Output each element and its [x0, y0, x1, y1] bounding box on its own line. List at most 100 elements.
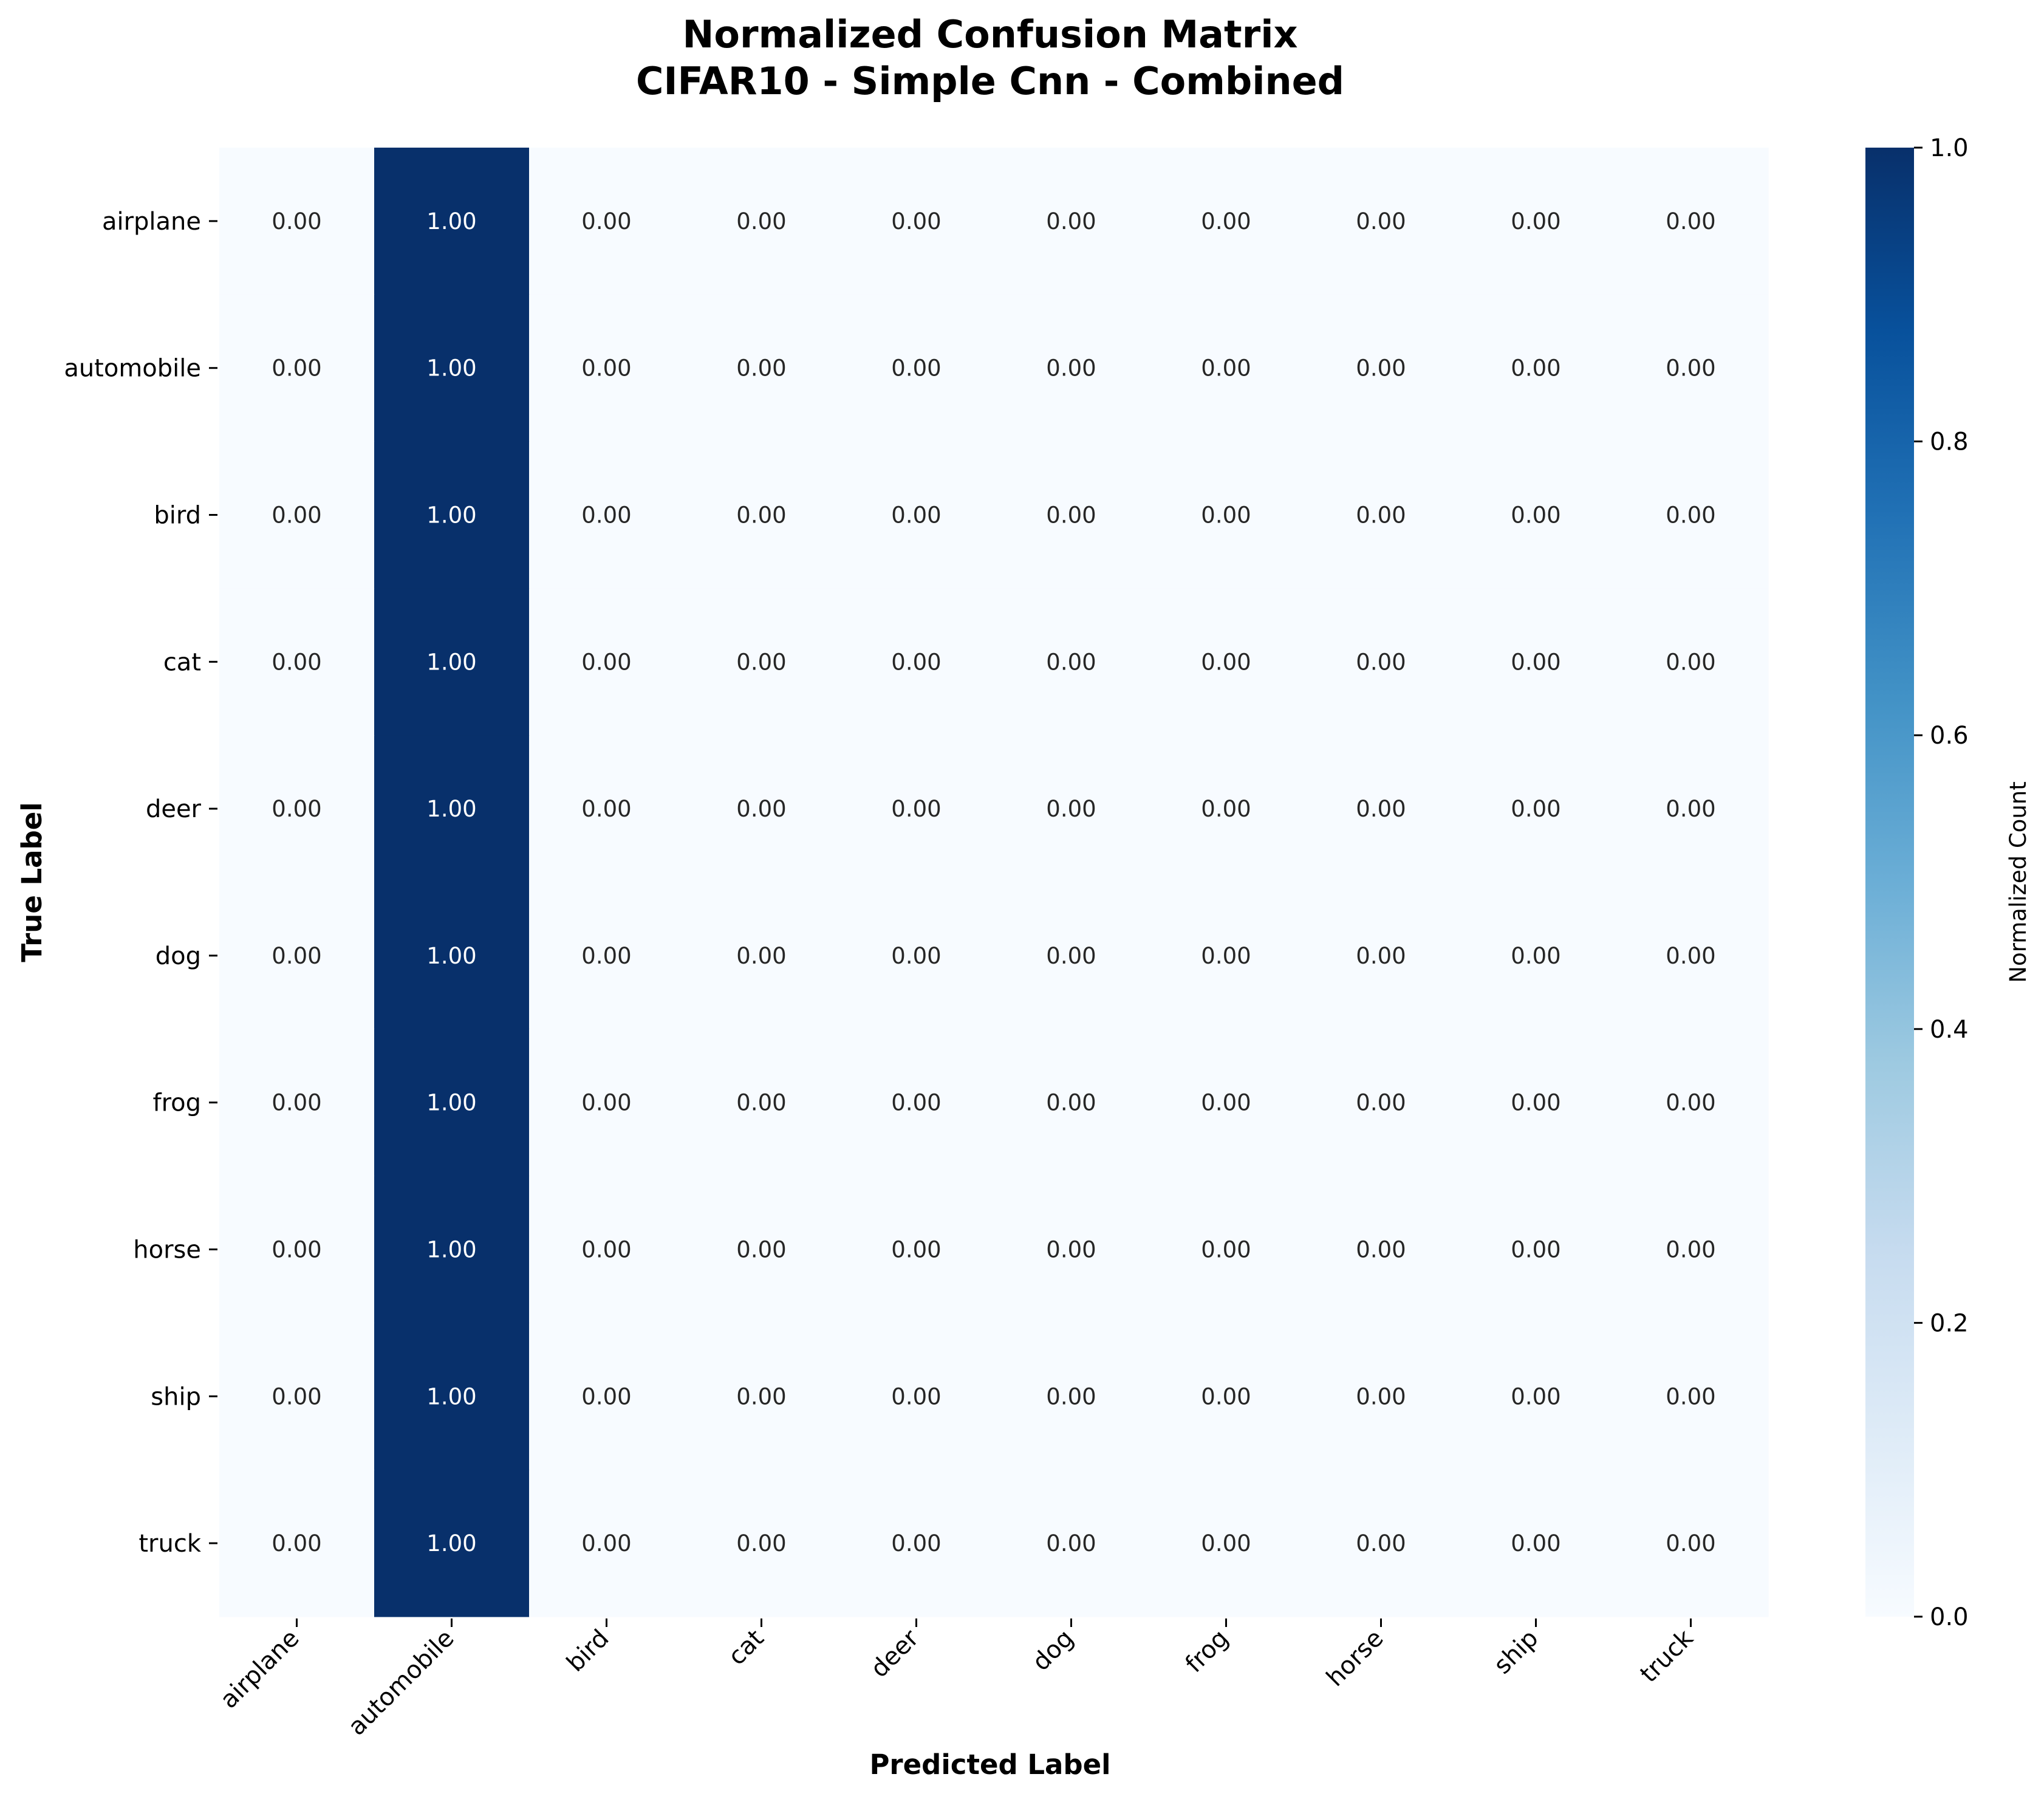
y-tick-label-1: automobile — [64, 355, 201, 383]
colorbar-tick-label-2: 0.4 — [1930, 1016, 1969, 1044]
heatmap-cell-9-0 — [219, 1470, 375, 1617]
colorbar-tick-label-3: 0.6 — [1930, 722, 1969, 750]
heatmap-cell-1-0 — [219, 294, 375, 442]
heatmap-cell-label-7-6: 0.00 — [1201, 1237, 1251, 1263]
heatmap-cell-7-0 — [219, 1176, 375, 1323]
heatmap-cell-label-1-4: 0.00 — [891, 355, 941, 382]
heatmap-cell-label-4-9: 0.00 — [1666, 796, 1715, 822]
heatmap-cell-9-4 — [839, 1470, 994, 1617]
heatmap-cell-label-2-8: 0.00 — [1511, 502, 1560, 529]
heatmap-cell-6-6 — [1149, 1029, 1304, 1177]
y-tick-label-8: ship — [151, 1383, 201, 1411]
heatmap-cell-2-6 — [1149, 441, 1304, 589]
x-axis-ticks: airplane automobile bird cat deer dog frog hors… — [215, 1618, 1699, 1741]
heatmap-cell-5-4 — [839, 882, 994, 1030]
heatmap-cell-3-9 — [1613, 588, 1769, 736]
heatmap-cell-label-3-8: 0.00 — [1511, 649, 1560, 675]
heatmap-cell-label-1-1: 1.00 — [426, 355, 476, 382]
heatmap-cell-6-8 — [1458, 1029, 1614, 1177]
heatmap-cell-8-0 — [219, 1323, 375, 1470]
heatmap-cell-label-1-5: 0.00 — [1046, 355, 1096, 382]
heatmap-cell-label-3-3: 0.00 — [736, 649, 786, 675]
heatmap-cell-label-7-7: 0.00 — [1356, 1237, 1406, 1263]
y-axis-title: True Label — [16, 802, 48, 962]
heatmap-cell-label-5-2: 0.00 — [581, 943, 631, 969]
heatmap-cell-5-7 — [1304, 882, 1459, 1030]
heatmap-cell-label-4-2: 0.00 — [581, 796, 631, 822]
heatmap-cell-9-9 — [1613, 1470, 1769, 1617]
heatmap-cell-6-2 — [529, 1029, 685, 1177]
heatmap-cell-5-8 — [1458, 882, 1614, 1030]
colorbar — [1865, 148, 1914, 1617]
heatmap-cell-2-0 — [219, 441, 375, 589]
y-tick-label-6: frog — [152, 1089, 201, 1117]
heatmap-cell-label-6-4: 0.00 — [891, 1090, 941, 1116]
heatmap-cell-1-9 — [1613, 294, 1769, 442]
heatmap-cell-2-2 — [529, 441, 685, 589]
heatmap-cell-3-1 — [374, 588, 530, 736]
heatmap-cell-4-1 — [374, 735, 530, 883]
heatmap-cell-label-1-6: 0.00 — [1201, 355, 1251, 382]
heatmap-cell-label-9-8: 0.00 — [1511, 1530, 1560, 1557]
heatmap-cell-label-4-4: 0.00 — [891, 796, 941, 822]
heatmap-cell-label-9-1: 1.00 — [426, 1530, 476, 1557]
heatmap-cell-5-3 — [684, 882, 839, 1030]
x-tick-label-5: dog — [1027, 1625, 1079, 1677]
heatmap-cell-label-4-0: 0.00 — [272, 796, 321, 822]
heatmap-cell-label-1-8: 0.00 — [1511, 355, 1560, 382]
heatmap-cell-label-4-6: 0.00 — [1201, 796, 1251, 822]
heatmap-cell-5-6 — [1149, 882, 1304, 1030]
heatmap-cell-label-1-7: 0.00 — [1356, 355, 1406, 382]
colorbar-tick-label-0: 0.0 — [1930, 1603, 1969, 1631]
heatmap-cell-7-4 — [839, 1176, 994, 1323]
heatmap-cell-label-2-1: 1.00 — [426, 502, 476, 529]
heatmap-cell-8-4 — [839, 1323, 994, 1470]
colorbar-tick-label-5: 1.0 — [1930, 134, 1969, 162]
heatmap-cell-3-5 — [994, 588, 1149, 736]
y-tick-label-7: horse — [133, 1236, 201, 1264]
heatmap-cell-1-2 — [529, 294, 685, 442]
colorbar-label: Normalized Count — [2005, 781, 2031, 982]
heatmap-cell-label-1-2: 0.00 — [581, 355, 631, 382]
heatmap-cell-9-6 — [1149, 1470, 1304, 1617]
heatmap-cell-6-4 — [839, 1029, 994, 1177]
heatmap-cell-label-8-2: 0.00 — [581, 1383, 631, 1409]
heatmap-cell-label-7-4: 0.00 — [891, 1237, 941, 1263]
y-tick-label-4: deer — [146, 795, 202, 823]
y-tick-label-5: dog — [156, 942, 201, 970]
heatmap-cell-1-4 — [839, 294, 994, 442]
heatmap-cell-label-5-7: 0.00 — [1356, 943, 1406, 969]
x-tick-label-4: deer — [866, 1624, 925, 1683]
heatmap-cell-labels: 0.00 1.00 0.00 0.00 0.00 0.00 0.00 0.00 0.00 0.00… — [272, 208, 1715, 1557]
heatmap-cell-label-4-1: 1.00 — [426, 796, 476, 822]
heatmap-cell-label-2-3: 0.00 — [736, 502, 786, 529]
y-tick-label-9: truck — [138, 1530, 201, 1558]
heatmap-cell-3-6 — [1149, 588, 1304, 736]
heatmap-cell-9-2 — [529, 1470, 685, 1617]
heatmap-cell-6-3 — [684, 1029, 839, 1177]
heatmap-cell-5-9 — [1613, 882, 1769, 1030]
heatmap-cell-1-6 — [1149, 294, 1304, 442]
heatmap-cell-9-1 — [374, 1470, 530, 1617]
heatmap-cell-label-6-8: 0.00 — [1511, 1090, 1560, 1116]
heatmap-cell-5-5 — [994, 882, 1149, 1030]
heatmap-cell-label-1-9: 0.00 — [1666, 355, 1715, 382]
heatmap-cell-0-6 — [1149, 148, 1304, 295]
heatmap-cell-label-3-5: 0.00 — [1046, 649, 1096, 675]
heatmap-cell-6-5 — [994, 1029, 1149, 1177]
x-tick-label-9: truck — [1635, 1624, 1699, 1688]
heatmap-cell-label-7-2: 0.00 — [581, 1237, 631, 1263]
heatmap-cell-label-5-1: 1.00 — [426, 943, 476, 969]
heatmap-cell-4-9 — [1613, 735, 1769, 883]
heatmap-cell-4-6 — [1149, 735, 1304, 883]
y-tick-label-2: bird — [154, 502, 201, 530]
heatmap-cell-3-7 — [1304, 588, 1459, 736]
heatmap-cell-2-5 — [994, 441, 1149, 589]
heatmap-cell-1-5 — [994, 294, 1149, 442]
heatmap-cell-9-5 — [994, 1470, 1149, 1617]
heatmap-cell-label-9-4: 0.00 — [891, 1530, 941, 1557]
heatmap-cell-label-0-6: 0.00 — [1201, 208, 1251, 235]
x-tick-label-7: horse — [1321, 1625, 1389, 1693]
heatmap-cells — [219, 148, 1769, 1617]
heatmap-cell-8-2 — [529, 1323, 685, 1470]
